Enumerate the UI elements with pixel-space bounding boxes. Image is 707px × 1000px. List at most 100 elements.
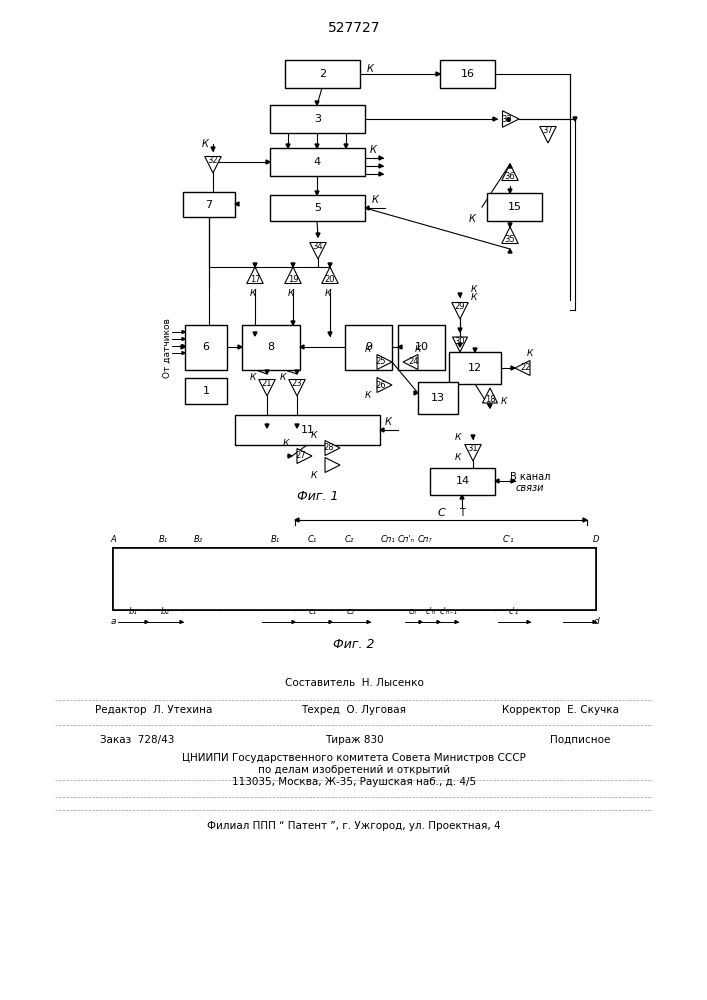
Polygon shape	[511, 479, 515, 483]
Text: C₂: C₂	[344, 536, 354, 544]
Polygon shape	[325, 440, 340, 456]
Text: 14: 14	[455, 477, 469, 487]
Bar	[405, 548, 422, 610]
Text: 19: 19	[288, 275, 298, 284]
Text: по делам изобретений и открытий: по делам изобретений и открытий	[258, 765, 450, 775]
Polygon shape	[235, 202, 239, 206]
Text: Фиг. 2: Фиг. 2	[333, 638, 375, 650]
Text: 17: 17	[250, 275, 260, 284]
Polygon shape	[315, 101, 319, 105]
Bar	[235, 415, 380, 445]
Bar	[398, 325, 445, 370]
Text: К: К	[455, 432, 461, 442]
Polygon shape	[295, 370, 299, 374]
Text: Cп'ₙ: Cп'ₙ	[397, 536, 414, 544]
Text: c₂: c₂	[347, 607, 355, 616]
Polygon shape	[292, 620, 295, 624]
Polygon shape	[482, 388, 498, 403]
Text: B₂: B₂	[194, 536, 203, 544]
Text: Составитель  Н. Лысенко: Составитель Н. Лысенко	[284, 678, 423, 688]
Polygon shape	[437, 620, 440, 624]
Polygon shape	[464, 444, 481, 461]
Polygon shape	[403, 355, 418, 369]
Text: К: К	[250, 290, 256, 298]
Bar	[185, 378, 227, 404]
Polygon shape	[458, 328, 462, 332]
Text: От датчиков: От датчиков	[163, 318, 172, 378]
Text: Тираж 830: Тираж 830	[325, 735, 383, 745]
Polygon shape	[452, 302, 468, 319]
Text: К: К	[372, 195, 378, 205]
Text: Cп₇: Cп₇	[418, 536, 433, 544]
Bar	[113, 548, 596, 610]
Text: d: d	[593, 617, 599, 626]
Polygon shape	[527, 620, 530, 624]
Text: 32: 32	[208, 156, 218, 165]
Bar	[148, 548, 183, 610]
Text: 11: 11	[300, 425, 315, 435]
Polygon shape	[315, 144, 319, 148]
Text: Техред  О. Луговая: Техред О. Луговая	[301, 705, 407, 715]
Text: b₂: b₂	[160, 607, 170, 616]
Text: 18: 18	[485, 394, 496, 403]
Text: Редактор  Л. Утехина: Редактор Л. Утехина	[95, 705, 213, 715]
Text: 527727: 527727	[328, 21, 380, 35]
Polygon shape	[419, 620, 422, 624]
Text: Филиал ППП “ Патент ”, г. Ужгород, ул. Проектная, 4: Филиал ППП “ Патент ”, г. Ужгород, ул. П…	[207, 821, 501, 831]
Text: 34: 34	[312, 242, 323, 251]
Text: 8: 8	[267, 342, 274, 353]
Text: 31: 31	[468, 444, 479, 453]
Bar	[113, 548, 148, 610]
Bar	[185, 325, 227, 370]
Text: К: К	[325, 290, 331, 298]
Text: связи: связи	[515, 483, 544, 493]
Polygon shape	[180, 620, 183, 624]
Text: К: К	[471, 286, 477, 294]
Bar	[183, 192, 235, 217]
Text: b₁: b₁	[129, 607, 137, 616]
Polygon shape	[511, 366, 515, 370]
Text: 28: 28	[324, 444, 334, 452]
Text: К: К	[288, 290, 294, 298]
Polygon shape	[365, 206, 369, 210]
Text: К: К	[385, 417, 392, 427]
Text: 24: 24	[409, 358, 419, 366]
Text: 37: 37	[543, 126, 554, 135]
Polygon shape	[211, 147, 215, 151]
Polygon shape	[573, 117, 577, 121]
Polygon shape	[291, 321, 295, 325]
Polygon shape	[508, 249, 512, 253]
Text: A: A	[110, 536, 116, 544]
Polygon shape	[493, 117, 497, 121]
Polygon shape	[414, 391, 418, 395]
Polygon shape	[182, 330, 185, 334]
Text: 23: 23	[292, 379, 303, 388]
Text: 16: 16	[460, 69, 474, 79]
Polygon shape	[316, 233, 320, 237]
Polygon shape	[488, 404, 492, 408]
Text: 25: 25	[375, 358, 386, 366]
Bar	[418, 382, 458, 414]
Text: 113035, Москва, Ж-35, Раушская наб., д. 4/5: 113035, Москва, Ж-35, Раушская наб., д. …	[232, 777, 476, 787]
Bar	[440, 548, 458, 610]
Polygon shape	[322, 267, 338, 284]
Text: 20: 20	[325, 275, 335, 284]
Text: Подписное: Подписное	[550, 735, 610, 745]
Bar	[487, 193, 542, 221]
Polygon shape	[344, 144, 348, 148]
Text: К: К	[370, 145, 376, 155]
Bar	[430, 468, 495, 495]
Text: ЦНИИПИ Государственного комитета Совета Министров СССР: ЦНИИПИ Государственного комитета Совета …	[182, 753, 526, 763]
Text: c'ₙ: c'ₙ	[426, 607, 436, 616]
Text: cₙ: cₙ	[409, 607, 417, 616]
Text: В канал: В канал	[510, 472, 550, 482]
Polygon shape	[297, 448, 312, 464]
Bar	[270, 195, 365, 221]
Polygon shape	[539, 126, 556, 143]
Bar	[258, 548, 295, 610]
Text: D: D	[592, 536, 600, 544]
Bar	[345, 325, 392, 370]
Polygon shape	[265, 370, 269, 374]
Polygon shape	[502, 164, 518, 180]
Text: К: К	[366, 64, 373, 74]
